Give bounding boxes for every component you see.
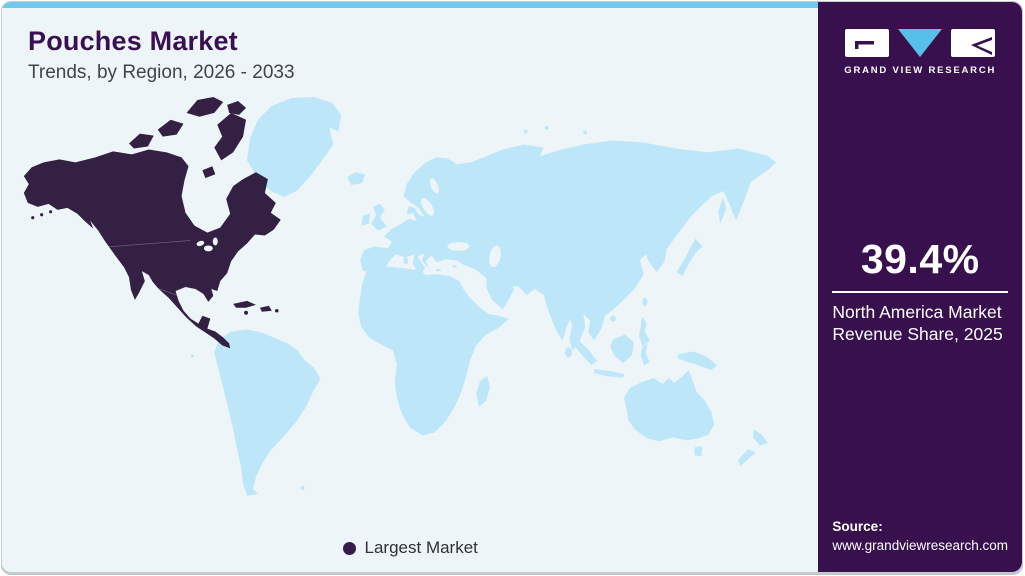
great-lakes [196, 237, 218, 252]
region-new-zealand [738, 429, 768, 467]
largest-market-dot-icon [342, 541, 356, 555]
base-regions [190, 97, 776, 496]
region-uk [371, 203, 387, 231]
map-legend: Largest Market [2, 538, 818, 558]
region-ireland [361, 213, 371, 226]
page-title: Pouches Market [28, 26, 238, 56]
region-greenland [247, 97, 342, 197]
region-australia [623, 370, 715, 442]
inland-seas [421, 178, 501, 268]
source-url: www.grandviewresearch.com [832, 538, 1008, 554]
legend-label: Largest Market [364, 538, 478, 557]
top-accent-strip [2, 2, 819, 8]
region-japan [676, 238, 703, 277]
gvr-logo-icon [845, 29, 996, 57]
source-block: Source: www.grandviewresearch.com [832, 518, 1008, 556]
stat-label-line1: North America Market [832, 302, 1002, 322]
region-cuba [233, 300, 256, 308]
region-madagascar [476, 376, 491, 407]
country-borders [101, 240, 191, 297]
stat-divider [832, 291, 1008, 293]
region-new-guinea [677, 351, 718, 371]
brand-logo: GRAND VIEW RESEARCH [832, 28, 1008, 76]
page-subtitle: Trends, by Region, 2026 - 2033 [28, 62, 295, 83]
region-south-america [214, 329, 321, 496]
header: Pouches Market Trends, by Region, 2026 -… [28, 26, 295, 84]
source-label: Source: [832, 519, 883, 535]
stat-block: 39.4% North America Market Revenue Share… [832, 236, 1008, 345]
region-africa [358, 266, 509, 436]
region-iceland [347, 172, 366, 186]
region-philippines [638, 316, 650, 347]
region-north-america-highlight [23, 97, 281, 349]
world-map [23, 97, 776, 496]
region-eurasia [360, 140, 776, 351]
stat-value: 39.4% [860, 236, 980, 282]
stat-label-line2: Revenue Share, 2025 [832, 323, 1003, 344]
brand-name: GRAND VIEW RESEARCH [844, 65, 997, 76]
map-panel: Pouches Market Trends, by Region, 2026 -… [2, 2, 819, 572]
region-arabia [486, 271, 514, 310]
region-north-america [23, 149, 281, 349]
sidebar: GRAND VIEW RESEARCH 39.4% North America … [818, 2, 1022, 572]
